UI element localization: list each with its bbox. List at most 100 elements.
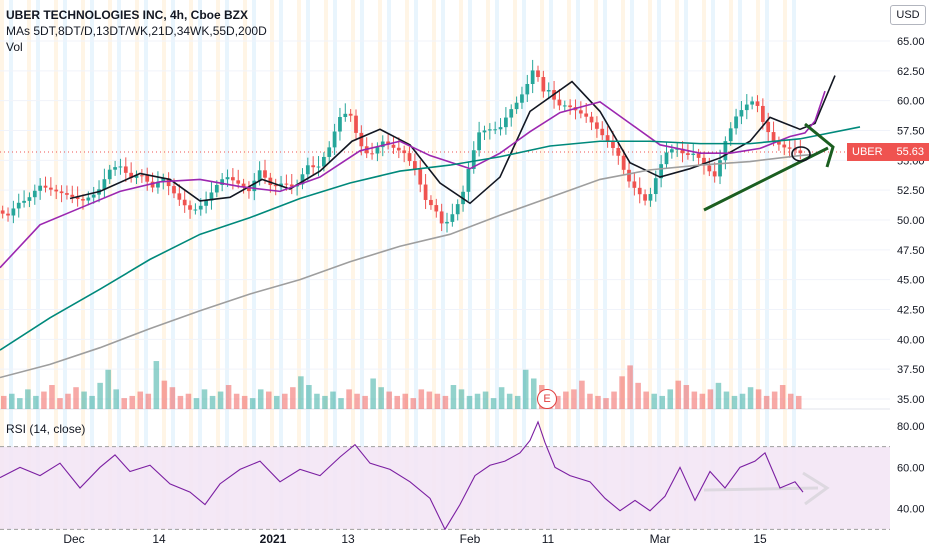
candle-body bbox=[750, 101, 755, 105]
volume-bar bbox=[707, 389, 714, 409]
moving-averages-legend[interactable]: MAs 5DT,8DT/D,13DT/WK,21D,34WK,55D,200D bbox=[6, 24, 267, 38]
session-stripe bbox=[612, 0, 616, 550]
candle-body bbox=[257, 170, 262, 181]
price-axis-background bbox=[890, 0, 932, 550]
volume-bar bbox=[338, 398, 344, 409]
volume-bar bbox=[25, 389, 31, 409]
volume-bar bbox=[265, 391, 272, 409]
volume-bar bbox=[731, 395, 738, 409]
volume-bar bbox=[346, 389, 352, 409]
volume-bar bbox=[137, 391, 144, 409]
volume-bar bbox=[739, 393, 746, 409]
candle-body bbox=[38, 185, 43, 191]
candle-body bbox=[616, 147, 621, 156]
candle-body bbox=[129, 172, 134, 178]
session-stripe bbox=[117, 0, 121, 550]
volume-bar bbox=[73, 387, 79, 409]
rsi-legend[interactable]: RSI (14, close) bbox=[6, 422, 86, 436]
candle-body bbox=[59, 191, 64, 194]
volume-bar bbox=[17, 398, 23, 409]
session-stripe bbox=[207, 0, 211, 550]
ma-line-21d bbox=[0, 126, 861, 351]
candle-body bbox=[284, 183, 289, 185]
session-stripe bbox=[27, 0, 31, 550]
price-tick-label: 50.00 bbox=[897, 215, 925, 227]
session-stripe bbox=[783, 0, 787, 550]
candle-body bbox=[696, 153, 701, 158]
candle-body bbox=[498, 127, 503, 130]
currency-button[interactable]: USD bbox=[890, 5, 926, 25]
price-tick-label: 60.00 bbox=[897, 96, 925, 108]
volume-bar bbox=[715, 382, 722, 409]
session-stripe bbox=[387, 0, 391, 550]
candle-body bbox=[686, 153, 690, 155]
candle-body bbox=[16, 202, 21, 209]
candle-body bbox=[75, 196, 80, 200]
session-stripe bbox=[513, 0, 517, 550]
last-price-symbol: UBER bbox=[852, 146, 883, 158]
rsi-tick-label: 40.00 bbox=[897, 504, 925, 516]
session-stripe bbox=[351, 0, 355, 550]
price-tick-label: 57.50 bbox=[897, 126, 925, 138]
volume-bar bbox=[418, 389, 425, 409]
candle-body bbox=[712, 171, 717, 177]
candle-body bbox=[220, 179, 225, 185]
volume-bar bbox=[691, 391, 698, 409]
volume-bar bbox=[627, 365, 633, 409]
volume-bar bbox=[282, 393, 288, 409]
candle-body bbox=[482, 130, 487, 133]
candle-body bbox=[182, 199, 187, 206]
session-stripe bbox=[216, 0, 220, 550]
session-stripe bbox=[639, 0, 643, 550]
volume-bar bbox=[169, 387, 176, 409]
candle-body bbox=[487, 129, 492, 131]
volume-bar bbox=[442, 395, 449, 409]
candle-body bbox=[193, 209, 198, 211]
candle-body bbox=[380, 141, 385, 148]
volume-bar bbox=[233, 393, 240, 409]
session-stripe bbox=[549, 0, 553, 550]
candle-body bbox=[54, 189, 59, 192]
volume-bar bbox=[466, 395, 473, 409]
session-stripe bbox=[702, 0, 706, 550]
time-axis[interactable]: Dec 14 2021 13 Feb 11 Mar 15 bbox=[0, 530, 890, 550]
rsi-axis[interactable]: 80.00 60.00 40.00 bbox=[897, 421, 925, 516]
time-tick-label: 11 bbox=[542, 532, 555, 546]
price-tick-label: 52.50 bbox=[897, 185, 925, 197]
candle-body bbox=[798, 150, 803, 154]
session-stripe bbox=[243, 0, 247, 550]
candle-body bbox=[177, 193, 182, 200]
volume-bar bbox=[209, 395, 216, 409]
candle-body bbox=[584, 113, 589, 117]
volume-legend[interactable]: Vol bbox=[6, 40, 23, 54]
candle-body bbox=[659, 164, 664, 179]
candle-body bbox=[787, 147, 792, 149]
candle-body bbox=[123, 166, 128, 173]
candle-body bbox=[247, 187, 251, 192]
price-tick-label: 42.50 bbox=[897, 305, 925, 317]
candle-body bbox=[81, 199, 85, 201]
candle-body bbox=[734, 116, 738, 129]
session-stripe bbox=[459, 0, 463, 550]
session-stripe bbox=[558, 0, 562, 550]
session-stripe bbox=[288, 0, 292, 550]
earnings-marker[interactable]: E bbox=[537, 389, 557, 409]
time-tick-label: 2021 bbox=[260, 532, 287, 546]
session-stripe bbox=[603, 0, 607, 550]
session-stripe bbox=[432, 0, 436, 550]
candle-body bbox=[723, 141, 728, 161]
volume-bar bbox=[105, 369, 111, 409]
volume-bar bbox=[89, 395, 95, 409]
candle-body bbox=[439, 211, 444, 224]
price-axis[interactable]: 65.0062.5060.0057.5055.0052.5050.0047.50… bbox=[890, 0, 932, 550]
volume-bar bbox=[506, 393, 513, 409]
volume-bar bbox=[402, 393, 409, 409]
candle-body bbox=[391, 144, 396, 148]
time-tick-label: 15 bbox=[753, 532, 767, 546]
time-tick-label: 14 bbox=[152, 532, 166, 546]
candle-body bbox=[578, 110, 583, 114]
candle-body bbox=[332, 131, 337, 148]
volume-bar bbox=[161, 380, 168, 409]
candle-body bbox=[680, 148, 685, 154]
